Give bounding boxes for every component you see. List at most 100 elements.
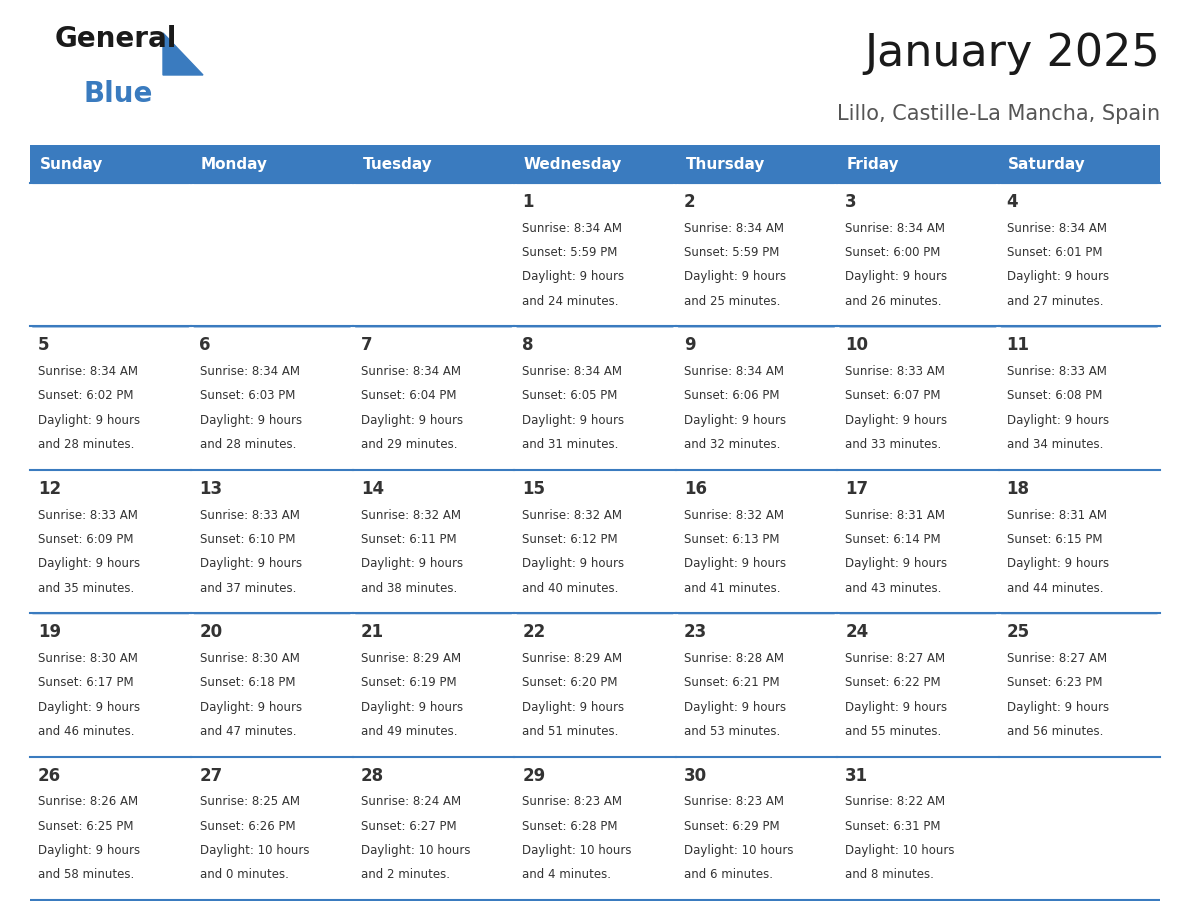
Text: 27: 27 — [200, 767, 223, 785]
Text: and 2 minutes.: and 2 minutes. — [361, 868, 450, 881]
Text: Sunset: 6:10 PM: Sunset: 6:10 PM — [200, 532, 295, 546]
Text: and 27 minutes.: and 27 minutes. — [1006, 295, 1104, 308]
Text: Sunset: 6:26 PM: Sunset: 6:26 PM — [200, 820, 295, 833]
Text: and 56 minutes.: and 56 minutes. — [1006, 725, 1102, 738]
Text: Daylight: 9 hours: Daylight: 9 hours — [523, 700, 625, 713]
Text: and 49 minutes.: and 49 minutes. — [361, 725, 457, 738]
Text: Sunset: 6:20 PM: Sunset: 6:20 PM — [523, 677, 618, 689]
Text: 16: 16 — [684, 480, 707, 498]
Text: Sunrise: 8:24 AM: Sunrise: 8:24 AM — [361, 795, 461, 809]
Text: Sunrise: 8:32 AM: Sunrise: 8:32 AM — [684, 509, 784, 521]
Text: Sunrise: 8:32 AM: Sunrise: 8:32 AM — [361, 509, 461, 521]
Text: and 44 minutes.: and 44 minutes. — [1006, 582, 1104, 595]
Text: Sunset: 6:00 PM: Sunset: 6:00 PM — [845, 246, 941, 259]
Text: Daylight: 9 hours: Daylight: 9 hours — [845, 557, 947, 570]
Text: and 28 minutes.: and 28 minutes. — [38, 438, 134, 452]
Text: Sunrise: 8:33 AM: Sunrise: 8:33 AM — [200, 509, 299, 521]
Text: and 26 minutes.: and 26 minutes. — [845, 295, 942, 308]
Text: and 25 minutes.: and 25 minutes. — [684, 295, 781, 308]
Text: Daylight: 9 hours: Daylight: 9 hours — [684, 414, 786, 427]
Text: and 43 minutes.: and 43 minutes. — [845, 582, 942, 595]
Text: Daylight: 9 hours: Daylight: 9 hours — [200, 700, 302, 713]
Text: Sunrise: 8:27 AM: Sunrise: 8:27 AM — [845, 652, 946, 665]
Text: Daylight: 9 hours: Daylight: 9 hours — [1006, 271, 1108, 284]
Text: 15: 15 — [523, 480, 545, 498]
Text: Sunset: 6:18 PM: Sunset: 6:18 PM — [200, 677, 295, 689]
Text: Sunset: 6:08 PM: Sunset: 6:08 PM — [1006, 389, 1102, 402]
Text: Sunrise: 8:34 AM: Sunrise: 8:34 AM — [200, 365, 299, 378]
Text: 17: 17 — [845, 480, 868, 498]
FancyBboxPatch shape — [676, 145, 838, 183]
Text: and 41 minutes.: and 41 minutes. — [684, 582, 781, 595]
Text: and 55 minutes.: and 55 minutes. — [845, 725, 941, 738]
Text: General: General — [55, 25, 177, 53]
Text: Daylight: 10 hours: Daylight: 10 hours — [361, 844, 470, 857]
Text: Sunrise: 8:34 AM: Sunrise: 8:34 AM — [684, 365, 784, 378]
Text: 11: 11 — [1006, 336, 1030, 354]
Text: Daylight: 9 hours: Daylight: 9 hours — [361, 414, 463, 427]
Text: Monday: Monday — [201, 156, 268, 172]
Text: Sunrise: 8:34 AM: Sunrise: 8:34 AM — [684, 222, 784, 235]
Text: Sunset: 6:19 PM: Sunset: 6:19 PM — [361, 677, 456, 689]
Text: Sunrise: 8:31 AM: Sunrise: 8:31 AM — [1006, 509, 1107, 521]
Text: Sunset: 5:59 PM: Sunset: 5:59 PM — [684, 246, 779, 259]
Text: Daylight: 9 hours: Daylight: 9 hours — [684, 271, 786, 284]
Text: 5: 5 — [38, 336, 50, 354]
Text: 4: 4 — [1006, 193, 1018, 211]
Text: Daylight: 9 hours: Daylight: 9 hours — [200, 557, 302, 570]
Text: 28: 28 — [361, 767, 384, 785]
Text: 7: 7 — [361, 336, 373, 354]
Text: Sunset: 6:25 PM: Sunset: 6:25 PM — [38, 820, 133, 833]
Text: Sunrise: 8:27 AM: Sunrise: 8:27 AM — [1006, 652, 1107, 665]
FancyBboxPatch shape — [191, 145, 353, 183]
Text: 10: 10 — [845, 336, 868, 354]
Text: Daylight: 9 hours: Daylight: 9 hours — [845, 271, 947, 284]
Text: Daylight: 9 hours: Daylight: 9 hours — [361, 700, 463, 713]
Text: Sunset: 6:23 PM: Sunset: 6:23 PM — [1006, 677, 1102, 689]
Text: 3: 3 — [845, 193, 857, 211]
Text: Sunday: Sunday — [39, 156, 103, 172]
Text: Sunset: 6:11 PM: Sunset: 6:11 PM — [361, 532, 456, 546]
FancyBboxPatch shape — [838, 145, 999, 183]
Text: Sunset: 6:12 PM: Sunset: 6:12 PM — [523, 532, 618, 546]
Text: Sunrise: 8:29 AM: Sunrise: 8:29 AM — [361, 652, 461, 665]
Text: Sunset: 6:13 PM: Sunset: 6:13 PM — [684, 532, 779, 546]
Text: 6: 6 — [200, 336, 211, 354]
Text: Sunrise: 8:33 AM: Sunrise: 8:33 AM — [845, 365, 946, 378]
Text: Daylight: 9 hours: Daylight: 9 hours — [38, 700, 140, 713]
Text: Sunset: 6:09 PM: Sunset: 6:09 PM — [38, 532, 133, 546]
Text: Daylight: 9 hours: Daylight: 9 hours — [361, 557, 463, 570]
Text: and 32 minutes.: and 32 minutes. — [684, 438, 781, 452]
Text: 26: 26 — [38, 767, 62, 785]
Text: Sunset: 6:03 PM: Sunset: 6:03 PM — [200, 389, 295, 402]
Text: Daylight: 9 hours: Daylight: 9 hours — [38, 557, 140, 570]
Text: Sunrise: 8:34 AM: Sunrise: 8:34 AM — [361, 365, 461, 378]
Text: Daylight: 10 hours: Daylight: 10 hours — [845, 844, 955, 857]
Text: 31: 31 — [845, 767, 868, 785]
Text: and 58 minutes.: and 58 minutes. — [38, 868, 134, 881]
Text: 21: 21 — [361, 623, 384, 642]
Text: and 24 minutes.: and 24 minutes. — [523, 295, 619, 308]
Text: Sunset: 6:05 PM: Sunset: 6:05 PM — [523, 389, 618, 402]
Text: Daylight: 9 hours: Daylight: 9 hours — [523, 414, 625, 427]
Text: 29: 29 — [523, 767, 545, 785]
Text: Sunrise: 8:25 AM: Sunrise: 8:25 AM — [200, 795, 299, 809]
Text: Daylight: 9 hours: Daylight: 9 hours — [684, 700, 786, 713]
Text: Sunrise: 8:33 AM: Sunrise: 8:33 AM — [38, 509, 138, 521]
Text: Daylight: 9 hours: Daylight: 9 hours — [1006, 700, 1108, 713]
Text: 22: 22 — [523, 623, 545, 642]
Text: Sunset: 6:14 PM: Sunset: 6:14 PM — [845, 532, 941, 546]
Text: 20: 20 — [200, 623, 222, 642]
Text: and 8 minutes.: and 8 minutes. — [845, 868, 934, 881]
Text: Daylight: 9 hours: Daylight: 9 hours — [523, 557, 625, 570]
Text: Daylight: 9 hours: Daylight: 9 hours — [1006, 557, 1108, 570]
Text: Daylight: 9 hours: Daylight: 9 hours — [684, 557, 786, 570]
Text: 30: 30 — [684, 767, 707, 785]
Text: and 6 minutes.: and 6 minutes. — [684, 868, 772, 881]
Text: Friday: Friday — [847, 156, 899, 172]
Text: Sunrise: 8:34 AM: Sunrise: 8:34 AM — [1006, 222, 1107, 235]
Text: and 37 minutes.: and 37 minutes. — [200, 582, 296, 595]
Text: and 0 minutes.: and 0 minutes. — [200, 868, 289, 881]
Text: Sunrise: 8:31 AM: Sunrise: 8:31 AM — [845, 509, 946, 521]
Text: Sunset: 6:02 PM: Sunset: 6:02 PM — [38, 389, 133, 402]
